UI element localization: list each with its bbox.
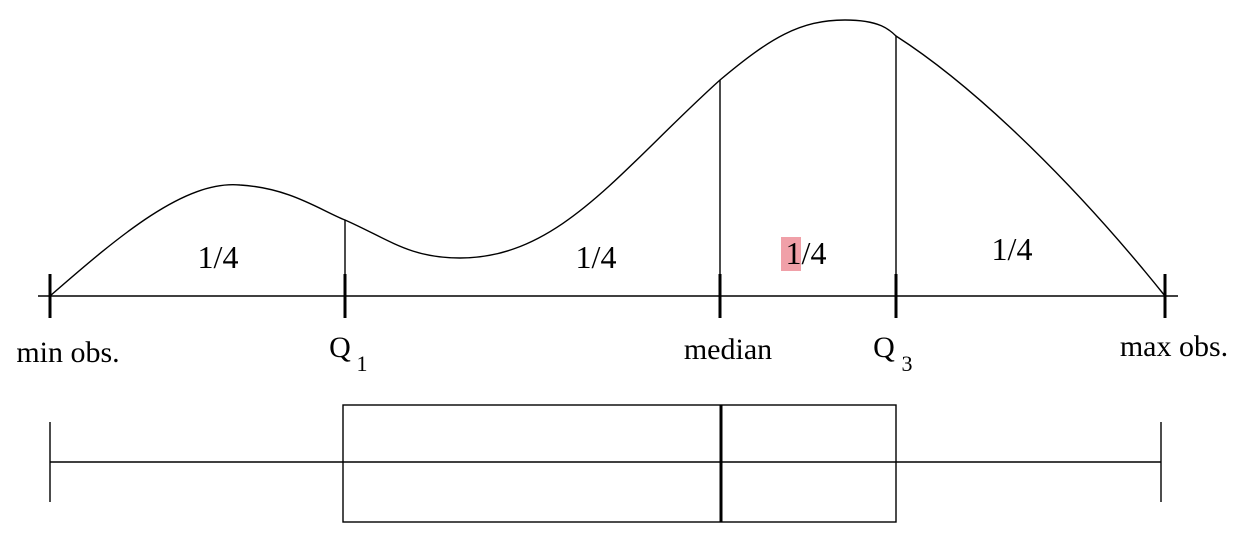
q3-label: Q <box>873 331 895 364</box>
density-curve <box>49 19 1166 297</box>
q1-label: Q <box>329 331 351 364</box>
max-obs-label: max obs. <box>1120 330 1228 363</box>
min-obs-label: min obs. <box>16 336 119 369</box>
q3-subscript: 3 <box>902 351 913 376</box>
median-label: median <box>684 333 772 366</box>
box-iqr <box>342 404 897 523</box>
fraction-label-1: 1/4 <box>198 239 239 275</box>
fraction-label-3: 1/4 <box>786 235 827 271</box>
fraction-label-4: 1/4 <box>992 231 1033 267</box>
highlight-mark <box>781 237 801 271</box>
fraction-label-2: 1/4 <box>576 239 617 275</box>
q1-subscript: 1 <box>357 351 368 376</box>
